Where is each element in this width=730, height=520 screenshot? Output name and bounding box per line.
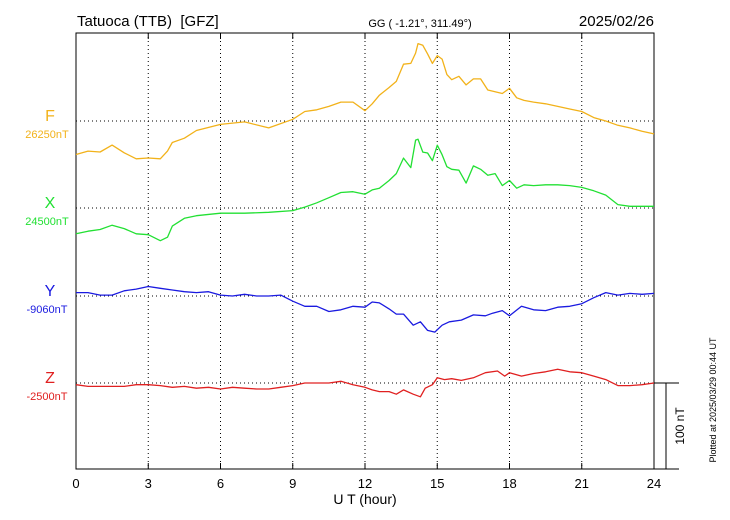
series-labels: F 26250nT X 24500nT Y -9060nT Z -2500nT (25, 108, 69, 403)
coordinates-label: GG ( -1.21°, 311.49°) (368, 18, 471, 30)
x-tick-label: 24 (647, 476, 661, 491)
x-tick-label: 15 (430, 476, 444, 491)
scale-bar (654, 382, 679, 470)
x-tick-label: 18 (502, 476, 516, 491)
x-tick-label: 9 (289, 476, 296, 491)
x-axis-ticks: 0 3 6 9 12 15 18 21 24 (72, 33, 661, 491)
series-line-z (75, 368, 655, 398)
x-axis-label: U T (hour) (333, 491, 396, 507)
plotted-timestamp: Plotted at 2025/03/29 00:44 UT (708, 337, 718, 463)
series-name-f: F (45, 108, 55, 125)
x-tick-label: 0 (72, 476, 79, 491)
x-tick-label: 3 (145, 476, 152, 491)
series-line-x (75, 138, 654, 242)
series-name-z: Z (45, 370, 55, 387)
x-tick-label: 21 (575, 476, 589, 491)
plot-frame (75, 32, 655, 470)
series-name-x: X (45, 195, 56, 212)
series-line-f (75, 42, 655, 160)
series-name-y: Y (45, 283, 56, 300)
series-layer (75, 42, 655, 398)
series-baseline-z: -2500nT (27, 391, 68, 403)
station-title: Tatuoca (TTB) [GFZ] (77, 13, 219, 30)
x-tick-label: 6 (217, 476, 224, 491)
series-baseline-y: -9060nT (27, 304, 68, 316)
series-line-y (76, 285, 655, 333)
grid (76, 33, 654, 469)
scale-bar-label: 100 nT (673, 407, 687, 445)
date-label: 2025/02/26 (579, 13, 654, 30)
series-baseline-f: 26250nT (25, 129, 69, 141)
x-tick-label: 12 (358, 476, 372, 491)
series-baseline-x: 24500nT (25, 216, 69, 228)
